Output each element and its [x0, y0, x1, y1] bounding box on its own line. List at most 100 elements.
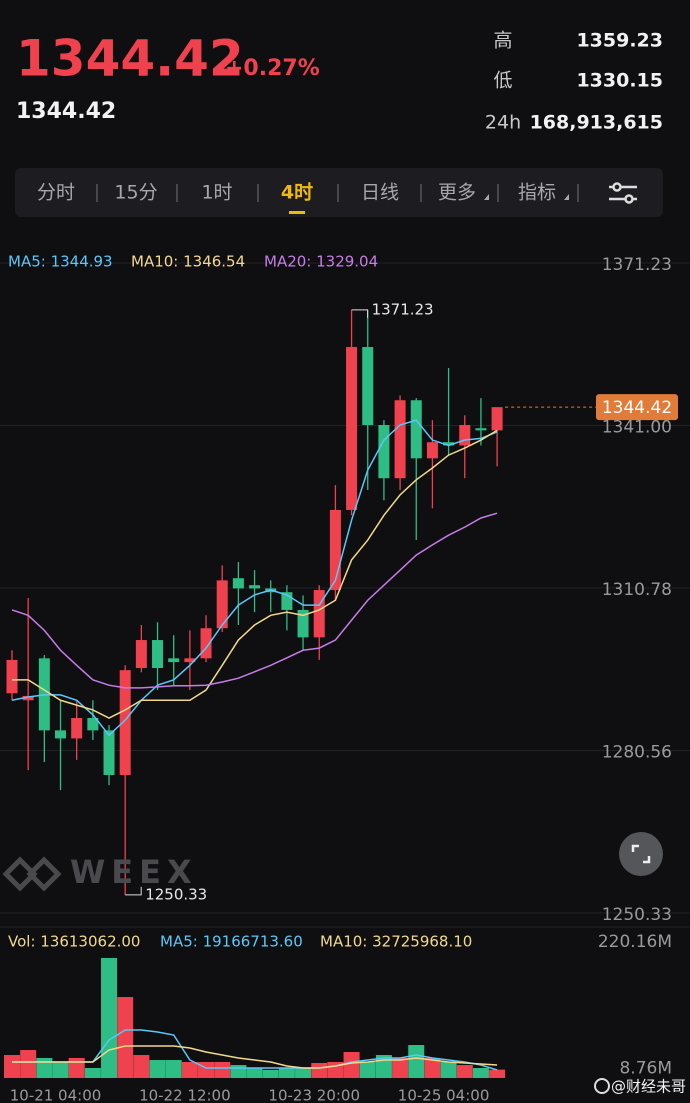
y-tick-label: 1280.56	[602, 742, 672, 762]
last-price-label: 1344.42	[602, 398, 672, 418]
volume-bar	[489, 1069, 506, 1078]
volume-bar	[52, 1062, 69, 1078]
tab[interactable]: 日线	[361, 182, 399, 204]
volume-bar	[343, 1051, 360, 1078]
candle-body	[378, 424, 390, 479]
settings-icon[interactable]	[609, 182, 637, 204]
volume-bar	[101, 957, 118, 1078]
candle-body	[410, 400, 422, 459]
annotation-leader	[125, 886, 142, 896]
watermark-logo	[2, 856, 62, 892]
candle-body	[329, 509, 341, 591]
volume-bar	[424, 1057, 441, 1078]
candle-body	[491, 407, 503, 431]
y-tick-label: 8.76M	[619, 1059, 672, 1079]
y-tick-label: 220.16M	[598, 932, 672, 952]
tab-underline	[289, 211, 305, 214]
volume-bar	[359, 1062, 376, 1078]
y-tick-label: 1250.33	[602, 905, 672, 925]
volume-ma-line	[12, 1045, 498, 1069]
stat-label: 低	[493, 70, 512, 92]
watermark: WEEX	[70, 853, 198, 891]
y-tick-label: 1371.23	[602, 255, 672, 275]
volume-bar	[408, 1045, 425, 1078]
volume-bar	[456, 1065, 473, 1078]
candle-body	[168, 658, 180, 663]
candle-body	[152, 640, 164, 668]
candle-body	[297, 609, 309, 638]
tab[interactable]: 更多	[438, 182, 476, 204]
candle-body	[216, 580, 228, 629]
x-tick-label: 10-23 20:00	[268, 1087, 360, 1103]
stat-label: 高	[493, 30, 512, 52]
tab[interactable]: 分时	[37, 182, 75, 204]
stat-value: 1359.23	[576, 30, 663, 52]
y-tick-label: 1310.78	[602, 580, 672, 600]
volume-bar	[311, 1062, 328, 1078]
candle-body	[475, 428, 487, 431]
volume-bar	[117, 997, 134, 1078]
candle-body	[87, 718, 99, 731]
volume-bar	[149, 1060, 166, 1078]
candle-body	[313, 590, 325, 638]
tab[interactable]: 4时	[281, 182, 313, 204]
dropdown-caret	[484, 194, 489, 200]
sub-price: 1344.42	[16, 99, 116, 124]
last-price-tag	[596, 394, 678, 421]
candle-body	[459, 424, 471, 446]
candle-body	[281, 592, 293, 610]
candle-body	[6, 659, 18, 694]
credit: @财经未哥	[611, 1078, 686, 1096]
chart: 1371.23 1341.00 1310.78 1280.56 1250.33 MA5: …	[0, 253, 690, 1103]
ma-line	[11, 419, 498, 737]
candle-body	[103, 730, 115, 775]
annotation-leader	[351, 309, 369, 318]
tab[interactable]: 15分	[114, 182, 157, 204]
fullscreen-button[interactable]	[619, 832, 663, 876]
volume-bar	[230, 1065, 247, 1078]
legend-entry: Vol: 13613062.00	[8, 933, 140, 951]
x-tick-label: 10-22 12:00	[139, 1087, 231, 1103]
stat-label: 24h	[485, 112, 521, 134]
volume-bar	[68, 1057, 85, 1078]
stat-value: 168,913,615	[530, 112, 663, 134]
candle-body	[119, 670, 131, 775]
candle-body	[184, 658, 196, 663]
volume-bar	[392, 1057, 409, 1078]
volume-bar	[278, 1067, 295, 1078]
candle-body	[200, 628, 212, 659]
candle-body	[232, 578, 244, 589]
legend-entry: MA5: 1344.93	[8, 253, 113, 271]
annotation: 1371.23	[372, 300, 434, 318]
ma-line	[12, 429, 498, 719]
candle-body	[346, 347, 358, 510]
annotation: 1250.33	[145, 885, 207, 903]
volume-bar	[181, 1062, 198, 1078]
volume-bar	[214, 1062, 231, 1078]
candle-body	[394, 400, 406, 479]
tabs: 分时 15分 1时 4时 日线 更多 指标	[37, 182, 579, 214]
legend-entry: MA10: 32725968.10	[320, 933, 472, 951]
weibo-icon	[594, 1078, 610, 1094]
legend-entry: MA20: 1329.04	[264, 253, 378, 271]
candle-body	[426, 442, 438, 459]
tab[interactable]: 1时	[201, 182, 232, 204]
tab[interactable]: 指标	[518, 182, 556, 204]
x-tick-label: 10-25 04:00	[398, 1087, 490, 1103]
volume-bar	[295, 1067, 312, 1078]
volume-bar	[440, 1062, 457, 1078]
candle-body	[22, 695, 34, 701]
dropdown-caret	[564, 194, 569, 200]
ma-line	[11, 512, 498, 689]
candle-body	[249, 585, 261, 589]
y-tick-label: 1341.00	[602, 418, 672, 438]
candle-body	[135, 640, 147, 668]
volume-bar	[165, 1060, 182, 1078]
x-tick-label: 10-21 04:00	[10, 1087, 102, 1103]
legend-entry: MA10: 1346.54	[131, 253, 245, 271]
volume-bar	[4, 1055, 20, 1078]
volume-bar	[246, 1067, 263, 1078]
volume-bar	[36, 1057, 53, 1078]
volume-bar	[133, 1055, 150, 1078]
